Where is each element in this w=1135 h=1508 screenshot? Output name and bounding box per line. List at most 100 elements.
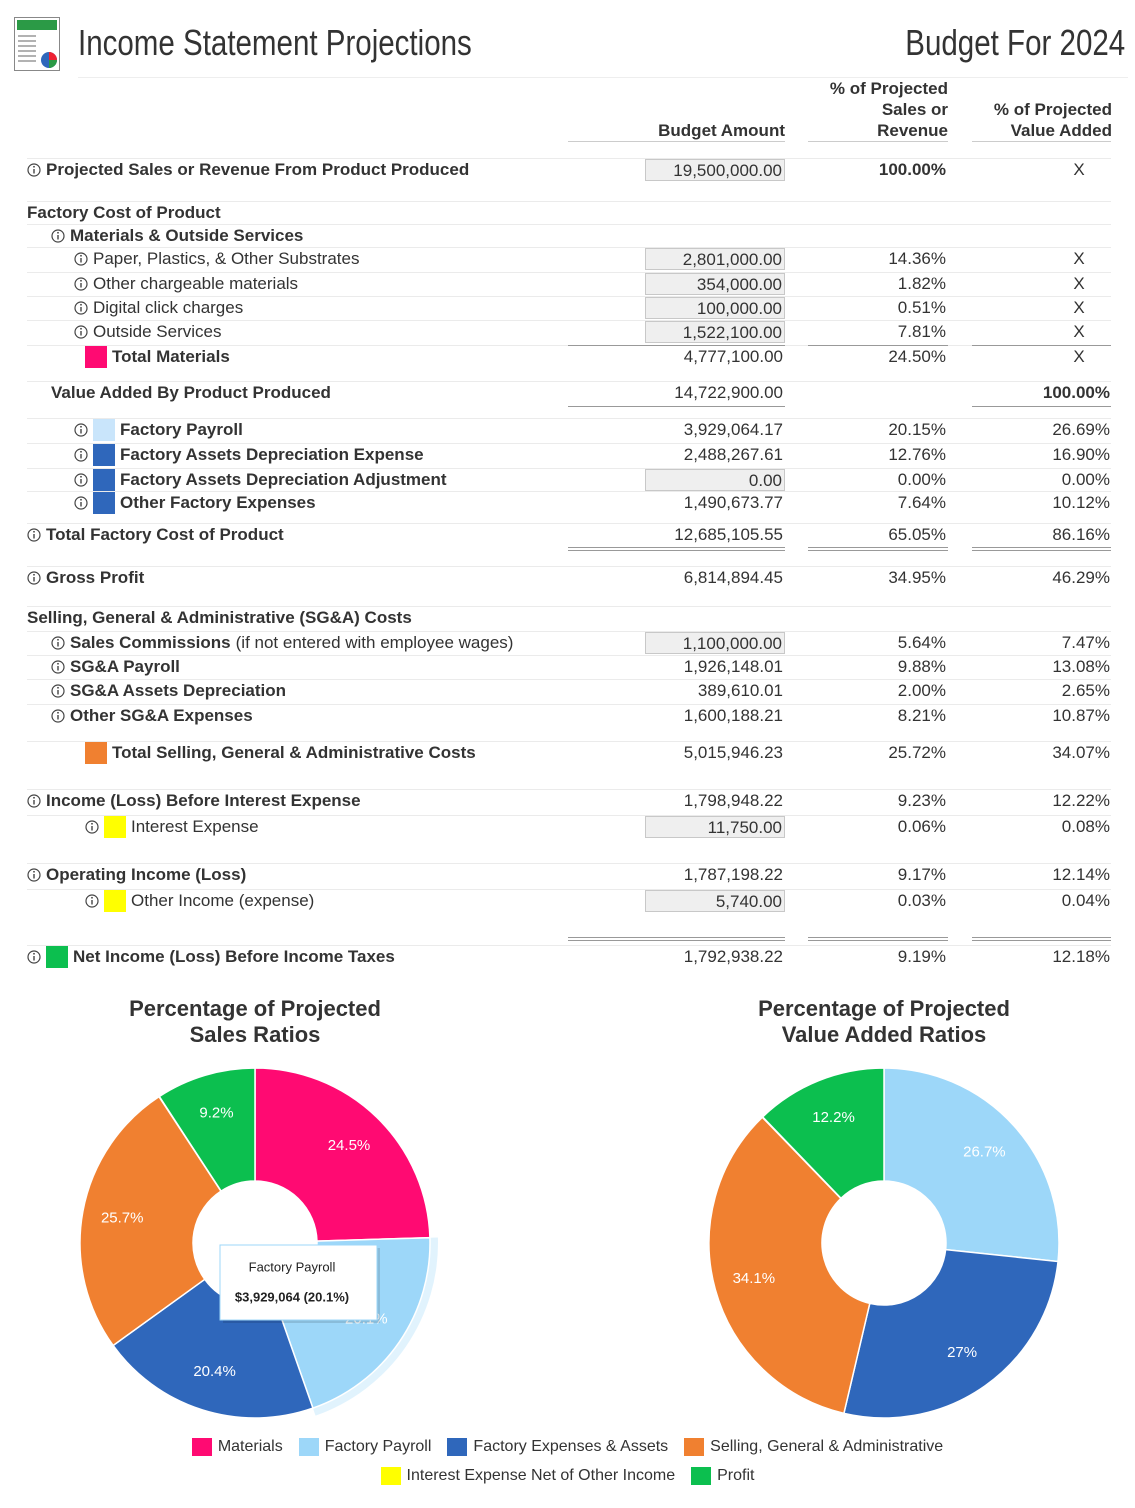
info-icon [74,325,88,339]
row-label: Materials & Outside Services [51,224,303,248]
info-icon [51,636,65,650]
budget-amount[interactable]: 100,000.00 [645,297,785,319]
info-icon [74,301,88,315]
label-note: (if not entered with employee wages) [235,633,514,652]
rule [568,937,785,938]
info-icon [74,496,88,510]
row-label: Gross Profit [27,566,144,590]
table-row: Projected Sales or Revenue From Product … [0,158,1135,182]
slice-label: 34.1% [733,1270,776,1287]
rule [972,547,1111,548]
pct-value-added: 16.90% [1052,445,1110,464]
info-icon-ring [27,571,41,585]
budget-amount[interactable]: 2,801,000.00 [645,248,785,270]
budget-amount: 1,490,673.77 [683,493,783,512]
pct-sales: 100.00% [878,160,946,179]
info-icon-ring [74,277,88,291]
slice [254,1067,431,1242]
pct-value-added: 86.16% [1052,525,1110,544]
row-label: Other chargeable materials [74,272,298,296]
rule [27,201,1111,202]
legend-swatch [298,1438,319,1456]
info-icon [74,277,88,291]
table-row: Net Income (Loss) Before Income Taxes 1,7… [0,945,1135,969]
column-header: % of Projected Sales or Revenue [829,79,948,140]
label-text: Paper, Plastics, & Other Substrates [93,249,360,268]
slice-label: 27% [947,1344,977,1361]
budget-amount[interactable]: 11,750.00 [645,816,785,838]
row-label: Other SG&A Expenses [51,704,253,728]
label-text: Outside Services [93,322,222,341]
budget-amount: 5,015,946.23 [683,743,783,762]
info-icon-dot [57,231,59,234]
row-label: Factory Assets Depreciation Adjustment [74,468,447,492]
pct-sales: 5.64% [897,633,946,652]
pct-sales: 9.88% [897,657,946,676]
legend-swatch [684,1438,705,1456]
label-text: Other chargeable materials [93,274,299,293]
rule [972,141,1111,142]
info-icon [74,423,88,437]
row-label: Selling, General & Administrative (SG&A)… [27,606,412,630]
label-text: Projected Sales or Revenue From Product … [46,160,470,179]
table-row: Outside Services 1,522,100.00 7.81% X [0,320,1135,344]
budget-amount[interactable]: 1,522,100.00 [645,321,785,343]
rule [27,789,1111,790]
color-swatch [85,742,107,764]
legend-item: Profit [691,1467,754,1485]
row-label: Projected Sales or Revenue From Product … [27,158,469,182]
rule [972,937,1111,938]
rule [808,547,948,548]
info-icon-dot [80,279,82,282]
label-text: Factory Payroll [120,420,243,439]
budget-amount[interactable]: 19,500,000.00 [645,159,785,181]
pct-value-added: 12.22% [1052,791,1110,810]
info-icon-ring [74,423,88,437]
rule [27,606,1111,607]
pct-value-added: 46.29% [1052,568,1110,587]
label-text: Digital click charges [93,298,244,317]
column-header: % of Projected Value Added [993,100,1112,140]
label-text: Factory Assets Depreciation Adjustment [120,470,447,489]
pct-sales: 8.21% [897,706,946,725]
row-label: Paper, Plastics, & Other Substrates [74,247,359,271]
info-icon-dot [80,498,82,501]
table-row: Total Selling, General & Administrative … [0,741,1135,765]
legend-item: Factory Expenses & Assets [447,1438,668,1456]
budget-amount[interactable]: 5,740.00 [645,890,785,912]
budget-amount[interactable]: 354,000.00 [645,273,785,295]
color-swatch [104,890,126,912]
row-label: Other Factory Expenses [74,491,316,515]
table-row: Factory Payroll 3,929,064.17 20.15% 26.69% [0,418,1135,442]
budget-amount: 1,792,938.22 [683,947,783,966]
rule [972,940,1111,941]
table-row: Factory Assets Depreciation Expense 2,488… [0,443,1135,467]
rule [27,491,1111,492]
tooltip-title: Factory Payroll [249,1259,336,1274]
pct-sales: 34.95% [888,568,946,587]
budget-amount[interactable]: 1,100,000.00 [645,632,785,654]
info-icon [74,252,88,266]
slice [761,1067,885,1200]
row-label: Other Income (expense) [85,889,314,913]
color-swatch [85,346,107,368]
rule [27,320,1111,321]
rule [972,406,1111,407]
label-text: Income (Loss) Before Interest Expense [46,791,361,810]
info-icon [27,528,41,542]
budget-amount[interactable]: 0.00 [645,469,785,491]
row-label: Outside Services [74,320,222,344]
table-row: Value Added By Product Produced 14,722,90… [0,381,1135,405]
row-label: Interest Expense [85,815,259,839]
rule [27,224,1111,225]
legend-label: Interest Expense Net of Other Income [406,1467,676,1484]
legend-swatch [191,1438,212,1456]
pct-value-added: 26.69% [1052,420,1110,439]
column-header: Budget Amount [658,121,785,140]
color-swatch [93,419,115,441]
info-icon-ring [74,496,88,510]
pct-sales: 1.82% [897,274,946,293]
table-row: Selling, General & Administrative (SG&A)… [0,606,1135,630]
info-icon-ring [51,684,65,698]
pct-value-added: 0.00% [1061,470,1110,489]
